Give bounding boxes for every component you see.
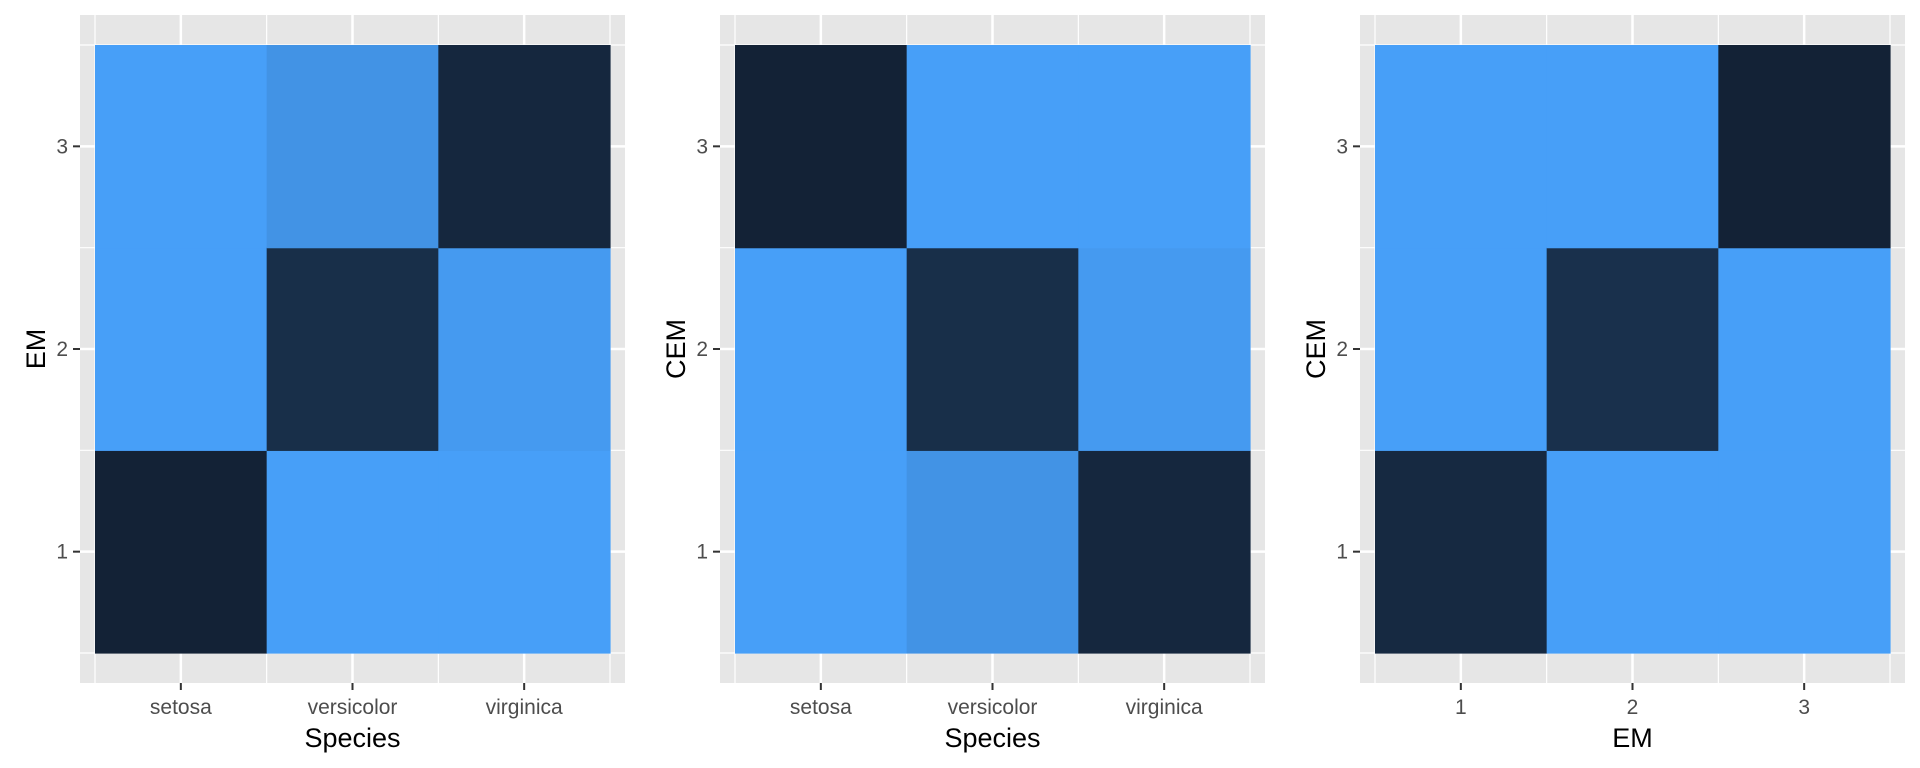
y-axis-ticks: 1 2 3 [696, 135, 720, 564]
heatmap-cells [735, 45, 1251, 654]
x-tick-label: virginica [1126, 696, 1203, 719]
heatmap-cell [906, 247, 1079, 451]
x-axis-ticks: setosa versicolor virginica [150, 683, 563, 719]
heatmap-panel-2: setosa versicolor virginica 1 2 3 Species CE… [661, 15, 1265, 753]
heatmap-cell [906, 45, 1079, 249]
heatmap-cell [1375, 247, 1548, 451]
y-tick-label: 3 [1336, 135, 1348, 158]
y-axis-title: CEM [661, 319, 691, 379]
heatmap-cell [1078, 247, 1251, 451]
heatmap-cell [1718, 450, 1891, 654]
heatmap-cell [1078, 450, 1251, 654]
x-tick-label: setosa [790, 696, 852, 719]
x-axis-title: EM [1612, 723, 1653, 753]
heatmap-cell [266, 45, 439, 249]
x-tick-label: virginica [486, 696, 563, 719]
heatmap-panel-3: 1 2 3 1 2 3 EM CEM [1301, 15, 1905, 753]
y-tick-label: 2 [1336, 338, 1348, 361]
heatmap-cell [95, 247, 268, 451]
x-axis-title: Species [944, 723, 1040, 753]
x-tick-label: setosa [150, 696, 212, 719]
x-tick-label: 1 [1455, 696, 1467, 719]
heatmap-cell [1546, 450, 1719, 654]
heatmap-cells [1375, 45, 1891, 654]
heatmap-cell [735, 450, 908, 654]
heatmap-cell [438, 450, 611, 654]
y-tick-label: 1 [1336, 541, 1348, 564]
heatmap-panel-1: setosa versicolor virginica 1 2 3 Species EM [21, 15, 625, 753]
y-tick-label: 1 [696, 541, 708, 564]
y-tick-label: 2 [56, 338, 68, 361]
heatmap-cell [95, 45, 268, 249]
heatmap-cell [1546, 45, 1719, 249]
heatmap-cell [735, 45, 908, 249]
heatmap-cell [266, 450, 439, 654]
heatmap-cell [95, 450, 268, 654]
x-axis-ticks: 1 2 3 [1455, 683, 1810, 719]
y-tick-label: 1 [56, 541, 68, 564]
heatmap-cell [735, 247, 908, 451]
x-axis-ticks: setosa versicolor virginica [790, 683, 1203, 719]
y-axis-ticks: 1 2 3 [1336, 135, 1360, 564]
heatmap-cell [906, 450, 1079, 654]
y-axis-ticks: 1 2 3 [56, 135, 80, 564]
y-tick-label: 2 [696, 338, 708, 361]
y-tick-label: 3 [56, 135, 68, 158]
x-tick-label: 3 [1798, 696, 1810, 719]
y-axis-title: CEM [1301, 319, 1331, 379]
heatmap-cell [438, 247, 611, 451]
heatmap-cell [1375, 450, 1548, 654]
x-tick-label: versicolor [948, 696, 1038, 719]
heatmap-cell [1718, 247, 1891, 451]
heatmap-cell [266, 247, 439, 451]
y-tick-label: 3 [696, 135, 708, 158]
heatmap-cell [1546, 247, 1719, 451]
x-axis-title: Species [304, 723, 400, 753]
heatmap-cell [438, 45, 611, 249]
heatmap-cell [1718, 45, 1891, 249]
x-tick-label: 2 [1627, 696, 1639, 719]
heatmap-cells [95, 45, 611, 654]
heatmap-cell [1375, 45, 1548, 249]
y-axis-title: EM [21, 329, 51, 370]
heatmap-cell [1078, 45, 1251, 249]
x-tick-label: versicolor [308, 696, 398, 719]
